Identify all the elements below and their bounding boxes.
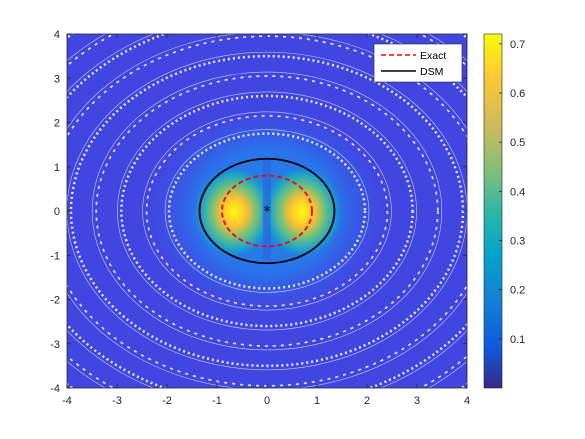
center-dark-band	[263, 160, 271, 260]
contour-ring	[145, 115, 389, 307]
y-tick-label: -4	[50, 383, 60, 395]
colorbar-tick-label: 0.5	[510, 137, 525, 149]
x-tick-label: -3	[112, 395, 122, 407]
y-tick-label: 2	[54, 118, 60, 130]
hotspot-left	[192, 164, 276, 260]
colorbar-tick-label: 0.2	[510, 285, 525, 297]
y-tick-label: 1	[54, 162, 60, 174]
curve-dsm	[198, 157, 336, 265]
y-tick-label: -3	[50, 339, 60, 351]
hotspot-right	[260, 164, 344, 260]
contour-ring	[95, 75, 439, 347]
contour-ring	[91, 71, 443, 351]
x-tick-label: -2	[162, 395, 172, 407]
contour-ring	[67, 51, 467, 371]
source-marker: *	[264, 204, 271, 220]
colorbar-tick-label: 0.6	[510, 88, 525, 100]
x-tick-label: 4	[464, 395, 470, 407]
colorbar-tick-label: 0.4	[510, 186, 525, 198]
x-tick-label: 2	[364, 395, 370, 407]
x-tick-label: -1	[212, 395, 222, 407]
colorbar-gradient	[483, 33, 503, 389]
legend-label-exact: Exact	[420, 50, 446, 62]
colorbar-tick-label: 0.1	[510, 334, 525, 346]
y-axis: -4 -3 -2 -1 0 1 2 3 4	[50, 29, 467, 395]
contour-rings	[67, 34, 467, 388]
x-axis: -4 -3 -2 -1 0 1 2 3 4	[62, 34, 470, 407]
x-tick-label: 0	[264, 395, 270, 407]
curve-exact	[221, 174, 313, 248]
colorbar-tick-label: 0.7	[510, 39, 525, 51]
y-tick-label: -2	[50, 295, 60, 307]
y-tick-label: 4	[54, 29, 60, 41]
contour-ring	[142, 111, 392, 311]
heatmap-field	[67, 34, 467, 388]
colorbar-tick-label: 0.3	[510, 236, 525, 248]
x-tick-label: -4	[62, 395, 72, 407]
legend-label-dsm: DSM	[420, 66, 443, 78]
contour-ring	[167, 132, 367, 290]
colorbar-ticks: 0.1 0.2 0.3 0.4 0.5 0.6 0.7	[499, 39, 525, 346]
y-tick-label: -1	[50, 250, 60, 262]
contour-ring	[164, 129, 370, 293]
x-tick-label: 3	[414, 395, 420, 407]
contour-ring	[120, 94, 414, 328]
reconstruction-curves	[198, 157, 336, 265]
x-tick-label: 1	[314, 395, 320, 407]
legend-box	[373, 43, 463, 83]
y-tick-label: 0	[54, 206, 60, 218]
colorbar: 0.1 0.2 0.3 0.4 0.5 0.6 0.7	[483, 33, 525, 389]
y-tick-label: 3	[54, 73, 60, 85]
legend: Exact DSM	[373, 43, 463, 83]
contour-ring	[117, 91, 417, 331]
